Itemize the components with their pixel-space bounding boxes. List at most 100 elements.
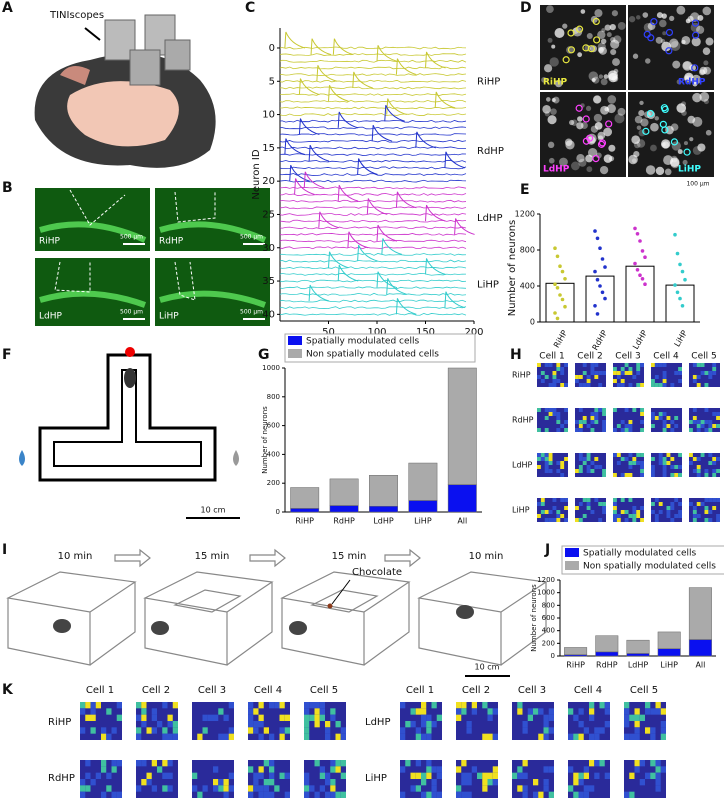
heatmap-cell	[662, 461, 667, 465]
cell-blob	[655, 36, 663, 44]
heatmap-cell	[522, 727, 528, 734]
heatmap-cell	[616, 518, 621, 522]
cell-blob	[547, 115, 557, 125]
t-maze	[38, 353, 240, 519]
heatmap-cell	[426, 733, 432, 740]
x-tick-label: 150	[416, 327, 435, 338]
heatmap-cell	[421, 714, 427, 721]
heatmap-cell	[602, 510, 606, 514]
heatmap-cell	[248, 714, 254, 721]
heatmap-cell	[678, 453, 682, 457]
bar-segment	[626, 639, 650, 654]
heatmap-cell	[548, 469, 553, 473]
heatmap-cell	[640, 473, 644, 477]
panel-letter: I	[2, 542, 7, 558]
panel-letter: D	[520, 0, 532, 16]
duration-label: 15 min	[332, 551, 367, 562]
heatmap-cell	[157, 766, 163, 773]
data-point	[593, 229, 597, 233]
bar-segment	[595, 651, 619, 657]
calcium-transient	[303, 171, 325, 189]
heatmap-cell	[544, 465, 549, 469]
calcium-transient	[316, 65, 337, 82]
heatmap-cell	[564, 506, 568, 510]
heatmap-cell	[582, 416, 587, 420]
roi	[582, 44, 590, 52]
heatmap-cell	[556, 469, 561, 473]
heatmap-cell	[640, 363, 644, 367]
heatmap-cell	[552, 383, 557, 387]
heatmap-cell	[628, 498, 633, 502]
legend-box	[561, 545, 724, 575]
heatmap-cell	[141, 714, 147, 721]
column-label: Cell 3	[615, 352, 640, 362]
heatmap-cell	[658, 453, 663, 457]
heatmap-cell	[436, 791, 442, 798]
heatmap-cell	[309, 714, 315, 721]
cell-blob	[600, 78, 608, 86]
heatmap-cell	[632, 408, 637, 412]
y-tick-label: 10	[262, 110, 275, 121]
heatmap-cell	[471, 766, 477, 773]
calcium-transient	[328, 85, 349, 102]
heatmap-cell	[90, 727, 96, 734]
heatmap-cell	[658, 461, 663, 465]
heatmap-cell	[487, 733, 493, 740]
heatmap-cell	[628, 453, 633, 457]
group-label: RiHP	[477, 76, 500, 87]
heatmap-cell	[704, 408, 709, 412]
roi	[670, 138, 679, 146]
heatmap-cell	[248, 791, 254, 798]
heatmap-cell	[136, 785, 142, 792]
roi	[567, 46, 576, 54]
heatmap-cell	[456, 714, 462, 721]
heatmap-cell	[543, 733, 549, 740]
panel-letter: H	[510, 347, 522, 363]
cell-blob	[595, 152, 602, 159]
heatmap-cell	[461, 702, 467, 709]
heatmap-cell	[670, 457, 675, 461]
heatmap-cell	[689, 420, 693, 424]
heatmap-cell	[692, 379, 697, 383]
heatmap-cell	[544, 416, 549, 420]
y-tick-label: 800	[267, 393, 280, 401]
heatmap-cell	[461, 779, 467, 786]
heatmap-cell	[330, 708, 336, 715]
heatmap-cell	[544, 408, 549, 412]
heatmap-cell	[704, 428, 709, 432]
cell-blob	[682, 159, 688, 165]
heatmap-cell	[586, 457, 591, 461]
calcium-transient	[298, 78, 320, 96]
calcium-transient	[347, 231, 369, 249]
data-point	[673, 232, 677, 237]
cell-blob	[705, 37, 714, 46]
heatmap-cell	[522, 791, 528, 798]
heatmap-cell	[85, 714, 91, 721]
heatmap-cell	[678, 514, 682, 518]
cell-blob	[705, 129, 712, 136]
calcium-transient	[357, 244, 378, 262]
heatmap-cell	[533, 791, 539, 798]
cell-blob	[685, 18, 691, 24]
scale-label: 500 μm	[120, 309, 143, 316]
heatmap-cell	[594, 733, 600, 740]
heatmap-cell	[700, 424, 705, 428]
heatmap-cell	[482, 733, 488, 740]
cell-blob	[603, 127, 613, 137]
heatmap-cell	[704, 469, 709, 473]
data-point	[555, 316, 560, 321]
heatmap-cell	[640, 383, 644, 387]
heatmap-cell	[564, 428, 568, 432]
cell-blob	[576, 154, 585, 163]
calcium-transient	[381, 238, 402, 255]
heatmap-cell	[658, 363, 663, 367]
roi	[562, 56, 570, 64]
heatmap-cell	[258, 791, 264, 798]
heatmap-cell	[674, 465, 679, 469]
heatmap-cell	[228, 785, 234, 792]
heatmap-cell	[716, 498, 720, 502]
cell-blob	[580, 122, 588, 130]
heatmap-cell	[666, 416, 671, 420]
heatmap-cell	[575, 469, 579, 473]
heatmap-cell	[544, 461, 549, 465]
